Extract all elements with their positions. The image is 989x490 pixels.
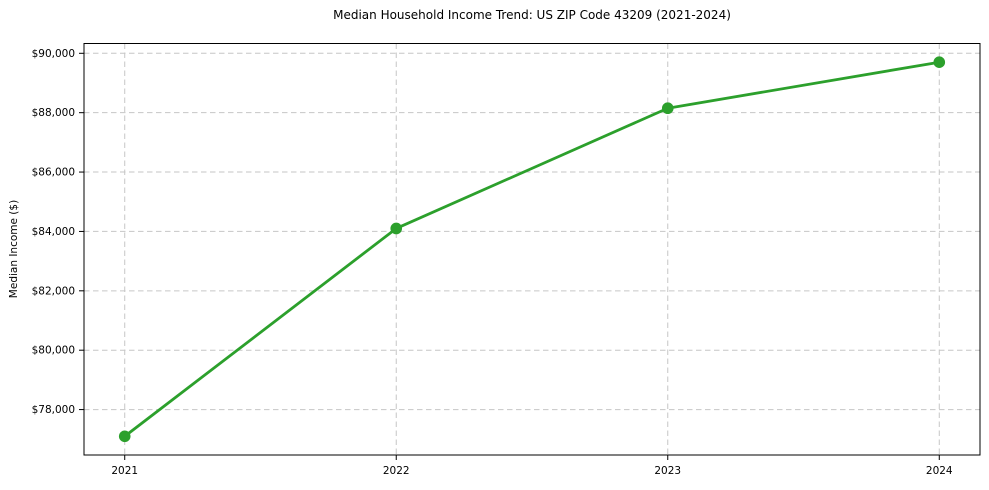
data-point-marker: [118, 430, 131, 443]
x-tick-label: 2021: [111, 465, 138, 477]
data-point-marker: [390, 222, 403, 235]
income-trend-line: [123, 60, 941, 438]
y-tick-label: $90,000: [32, 48, 75, 60]
data-point-marker: [933, 56, 946, 69]
y-tick-label: $86,000: [32, 167, 75, 179]
x-tick-label: 2022: [383, 465, 410, 477]
x-tick-label: 2023: [654, 465, 681, 477]
chart-title: Median Household Income Trend: US ZIP Co…: [333, 8, 731, 22]
plot-border: [83, 43, 981, 456]
y-axis-label: Median Income ($): [8, 199, 20, 299]
y-tick-label: $88,000: [32, 107, 75, 119]
x-tick-label: 2024: [926, 465, 953, 477]
y-tick-label: $82,000: [32, 285, 75, 297]
data-point-marker: [661, 102, 674, 115]
y-tick-label: $84,000: [32, 226, 75, 238]
y-tick-label: $78,000: [32, 404, 75, 416]
y-tick-label: $80,000: [32, 345, 75, 357]
